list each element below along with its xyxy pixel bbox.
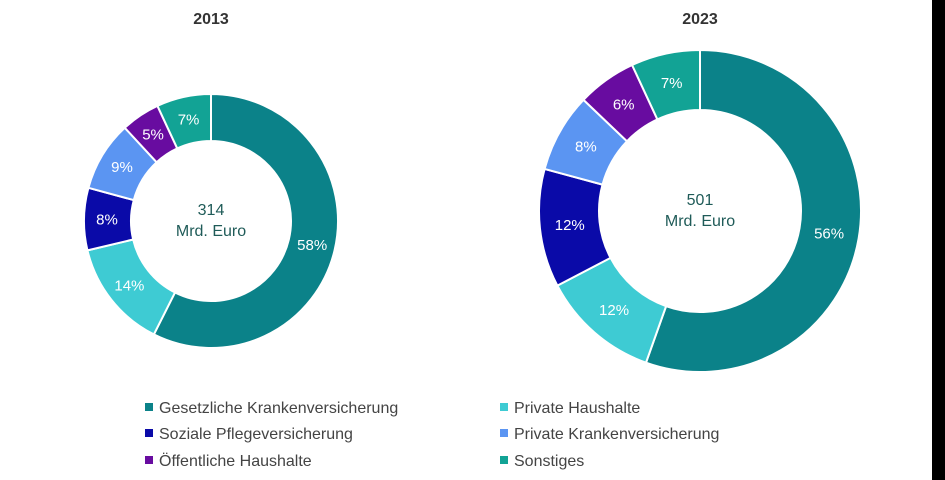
slice-sonstiges [156,92,212,150]
legend-swatch [500,456,508,464]
slice-label-spv: 8% [96,211,118,228]
legend-label: Soziale Pflegeversicherung [159,426,353,443]
slice-label-sonstiges: 7% [178,111,200,128]
slice-label-private_haushalte: 12% [599,302,629,319]
legend-swatch [500,429,508,437]
legend-swatch [145,456,153,464]
legend-swatch [145,429,153,437]
legend-label: Private Krankenversicherung [514,426,719,443]
legend: Gesetzliche Krankenversicherung Private H… [145,400,719,470]
legend-label: Private Haushalte [514,400,640,417]
slice-label-gkv: 56% [814,225,844,242]
donut-chart-2023: 2023 56% 12% 12% 8% 6% 7% 501 Mrd. Euro [538,11,862,373]
slice-label-pkv: 8% [575,139,597,156]
legend-item-spv: Soziale Pflegeversicherung [145,426,353,443]
legend-label: Öffentliche Haushalte [159,452,312,470]
slice-label-gkv: 58% [297,237,327,254]
slice-label-spv: 12% [555,217,585,234]
legend-item-oeffentliche: Öffentliche Haushalte [145,452,312,470]
legend-item-private_haushalte: Private Haushalte [500,400,640,417]
legend-item-sonstiges: Sonstiges [500,453,584,470]
chart-title: 2013 [193,11,229,28]
legend-swatch [145,403,153,411]
center-total-unit: Mrd. Euro [665,213,735,230]
legend-item-gkv: Gesetzliche Krankenversicherung [145,400,398,417]
slice-gkv [644,48,862,373]
slice-label-pkv: 9% [111,159,133,176]
legend-label: Sonstiges [514,453,584,470]
slice-gkv [152,92,339,349]
right-edge-bar [932,0,945,480]
center-total-unit: Mrd. Euro [176,223,246,240]
center-total-value: 314 [198,202,225,219]
donut-chart-2013: 2013 58% 14% 8% 9% 5% 7% 314 Mrd. Euro [83,11,339,349]
slice-label-sonstiges: 7% [661,75,683,92]
center-total-value: 501 [687,192,714,209]
slice-label-oeffentliche: 6% [613,97,635,114]
slice-sonstiges [630,48,701,121]
slice-label-private_haushalte: 14% [114,277,144,294]
legend-swatch [500,403,508,411]
legend-item-pkv: Private Krankenversicherung [500,426,719,443]
legend-label: Gesetzliche Krankenversicherung [159,400,398,417]
slice-label-oeffentliche: 5% [142,127,164,144]
chart-title: 2023 [682,11,718,28]
